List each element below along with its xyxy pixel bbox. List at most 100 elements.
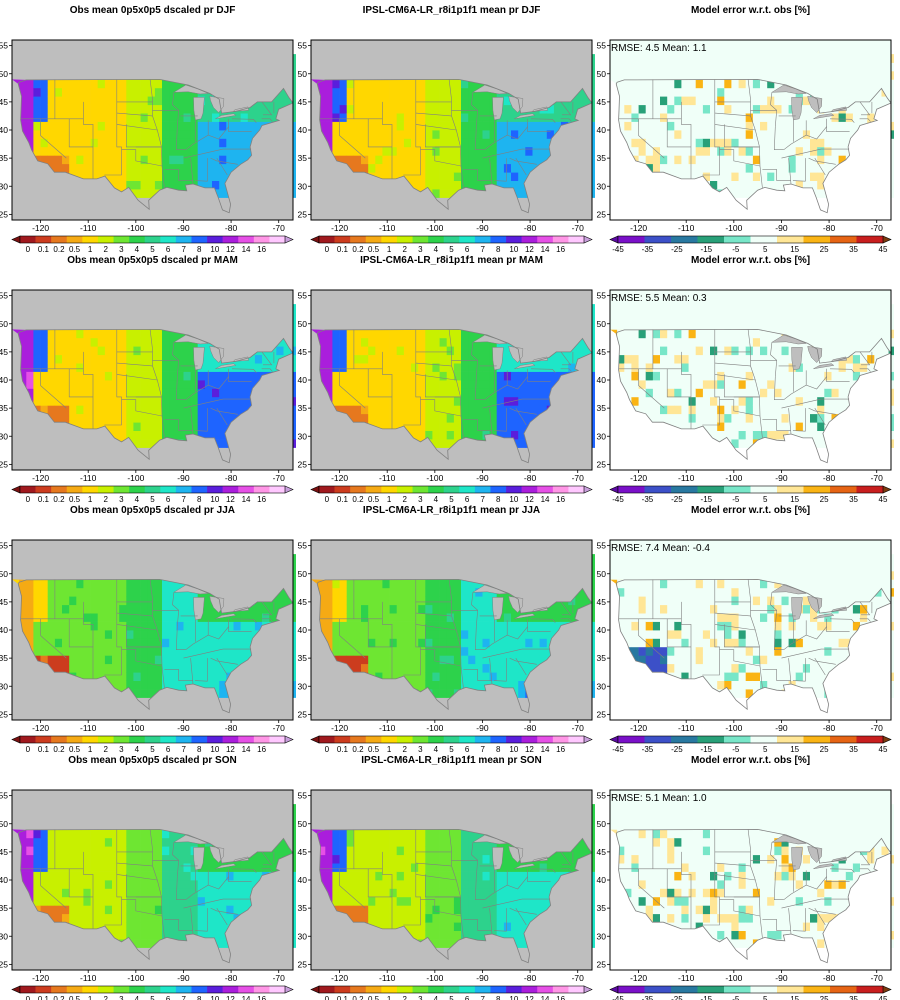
colorbar-label: 2	[403, 495, 408, 504]
colorbar-label: 0.1	[38, 495, 50, 504]
state-border	[808, 407, 836, 415]
field-cell	[361, 329, 369, 339]
field-cell	[169, 371, 177, 381]
field-cell	[717, 121, 725, 131]
field-cell	[774, 354, 782, 364]
field-cell	[353, 130, 362, 139]
state-border	[638, 368, 665, 409]
field-cell	[332, 354, 340, 364]
field-cell	[702, 113, 711, 122]
field-cell	[710, 96, 718, 106]
field-cell	[183, 380, 191, 389]
field-cell	[389, 163, 398, 173]
field-cell	[745, 104, 754, 114]
field-cell	[681, 96, 689, 106]
field-cell	[332, 346, 340, 356]
field-cell	[660, 121, 668, 131]
field-cell	[368, 354, 376, 364]
field-cell	[169, 337, 177, 347]
field-cell	[325, 87, 333, 97]
field-cell	[638, 405, 647, 415]
state-border	[681, 101, 692, 179]
field-cell	[667, 121, 675, 131]
field-cell	[638, 396, 647, 406]
field-cell	[660, 163, 668, 173]
field-cell	[446, 371, 455, 381]
field-cell	[717, 354, 725, 364]
field-cell	[226, 130, 234, 139]
field-cell	[69, 337, 77, 347]
field-cell	[382, 388, 390, 398]
field-cell	[418, 363, 426, 372]
field-cell	[54, 346, 63, 356]
field-cell	[418, 138, 426, 148]
field-cell	[518, 396, 526, 406]
field-cell	[781, 388, 789, 398]
field-cell	[660, 413, 668, 423]
field-cell	[119, 672, 127, 681]
field-cell	[418, 371, 426, 381]
field-cell	[695, 413, 704, 423]
field-cell	[702, 163, 711, 173]
state-border	[474, 376, 485, 400]
field-cell	[26, 388, 34, 398]
field-cell	[831, 388, 839, 398]
field-cell	[546, 363, 555, 372]
field-cell	[817, 189, 825, 198]
state-border	[415, 374, 457, 381]
field-cell	[262, 113, 270, 122]
field-cell	[368, 113, 376, 122]
field-cell	[176, 422, 184, 431]
field-cell	[575, 346, 583, 356]
field-cell	[838, 155, 847, 165]
field-cell	[503, 96, 512, 106]
field-cell	[425, 363, 433, 372]
field-cell	[154, 163, 163, 173]
colorbar-swatch	[381, 236, 398, 243]
field-cell	[396, 79, 405, 89]
field-cell	[631, 371, 639, 381]
field-cell	[26, 363, 34, 372]
field-cell	[169, 163, 177, 173]
field-cell	[62, 604, 70, 614]
field-cell	[90, 413, 99, 423]
field-cell	[83, 388, 91, 398]
field-cell	[190, 138, 199, 148]
field-cell	[738, 96, 747, 106]
field-cell	[418, 113, 426, 122]
field-cell	[731, 138, 739, 148]
field-cell	[432, 146, 440, 156]
colorbar-label: 5	[763, 495, 768, 504]
field-cell	[638, 371, 647, 381]
field-cell	[446, 146, 455, 156]
field-cell	[147, 155, 156, 165]
field-cell	[97, 363, 106, 372]
state-border	[702, 79, 720, 176]
field-cell	[752, 413, 761, 423]
field-cell	[133, 87, 141, 97]
field-cell	[112, 363, 120, 372]
field-cell	[482, 138, 490, 148]
field-cell	[702, 371, 711, 381]
field-cell	[90, 346, 99, 356]
field-cell	[461, 388, 469, 398]
field-cell	[226, 113, 234, 122]
field-cell	[126, 422, 134, 431]
field-cell	[76, 172, 84, 181]
colorbar-swatch	[253, 486, 270, 493]
field-cell	[532, 388, 540, 398]
field-cell	[361, 155, 369, 165]
map-panel: Obs mean 0p5x0p5 dscaled pr JJA-120 -110-…	[0, 505, 296, 754]
field-cell	[503, 422, 512, 431]
map-panel: Obs mean 0p5x0p5 dscaled pr MAM-120 -110-…	[0, 255, 296, 504]
field-cell	[745, 422, 754, 431]
field-cell	[54, 363, 63, 372]
field-cell	[852, 371, 861, 381]
field-cell	[375, 363, 383, 372]
field-cell	[382, 130, 390, 139]
field-cell	[219, 371, 227, 381]
field-cell	[104, 672, 113, 681]
field-cell	[40, 579, 49, 589]
field-cell	[568, 363, 576, 372]
field-cell	[33, 337, 41, 347]
